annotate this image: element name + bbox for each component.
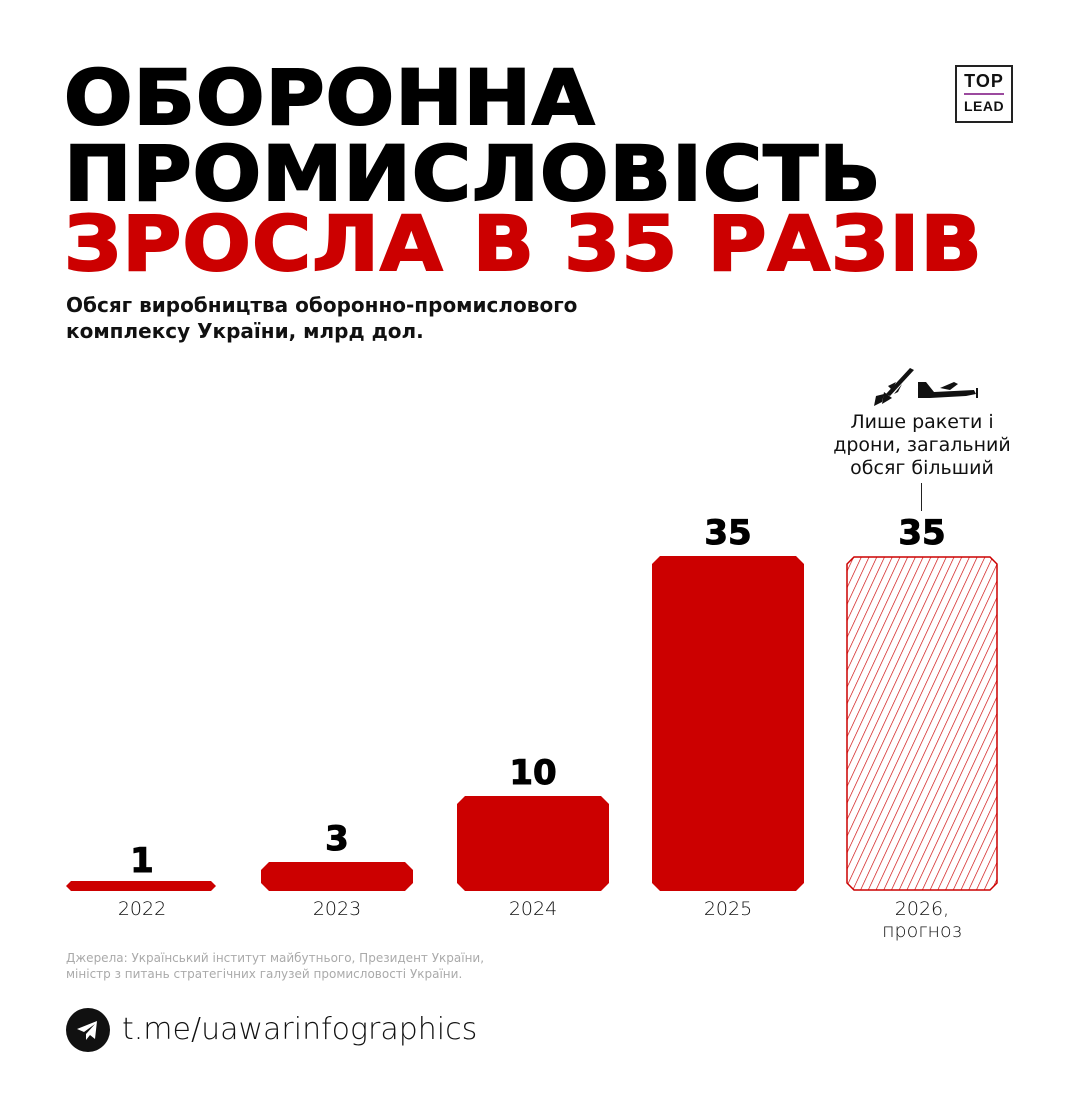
bar-2024 (457, 796, 609, 891)
year-label-2025: 2025 (703, 898, 753, 920)
drone-icon (918, 382, 978, 398)
missile-drone-icons (874, 368, 978, 406)
chart-subtitle: Обсяг виробництва оборонно-промислового … (66, 292, 577, 344)
source-line-1: Джерела: Український інститут майбутньог… (66, 951, 485, 965)
source-note: Джерела: Український інститут майбутньог… (66, 950, 484, 982)
year-label-2026-line-2: прогноз (882, 920, 962, 942)
telegram-link[interactable]: t.me/uawarinfographics (122, 1012, 478, 1047)
value-label-2024: 10 (509, 753, 557, 793)
logo-divider (964, 93, 1004, 95)
annotation-line-2: дрони, загальний (833, 434, 1011, 456)
bar-2022 (66, 881, 216, 891)
bar-2025 (652, 556, 804, 891)
forecast-annotation: Лише ракети і дрони, загальний обсяг біл… (812, 411, 1032, 480)
annotation-line-3: обсяг більший (850, 457, 994, 479)
year-label-2022: 2022 (117, 898, 167, 920)
logo-bottom-text: LEAD (963, 98, 1005, 114)
missile-icon (874, 368, 914, 406)
annotation-leader-line (921, 483, 922, 511)
value-label-2026: 35 (898, 513, 946, 553)
subtitle-line-1: Обсяг виробництва оборонно-промислового (66, 293, 578, 317)
subtitle-line-2: комплексу України, млрд дол. (66, 319, 424, 343)
year-label-2026: 2026, прогноз (842, 898, 1002, 942)
year-label-2024: 2024 (508, 898, 558, 920)
title-line-1: ОБОРОННА (63, 53, 596, 142)
title-line-3-highlight: ЗРОСЛА В 35 РАЗІВ (63, 199, 983, 288)
value-label-2023: 3 (325, 819, 350, 859)
toplead-logo: TOP LEAD (955, 65, 1013, 123)
source-line-2: міністр з питань стратегічних галузей пр… (66, 967, 463, 981)
bar-2026-forecast-hatched (846, 556, 998, 891)
year-label-2026-line-1: 2026, (894, 898, 950, 920)
value-label-2025: 35 (704, 513, 752, 553)
annotation-line-1: Лише ракети і (850, 411, 994, 433)
value-label-2022: 1 (130, 841, 155, 881)
telegram-icon[interactable] (66, 1008, 110, 1052)
year-label-2023: 2023 (312, 898, 362, 920)
logo-top-text: TOP (964, 71, 1004, 91)
title-line-2: ПРОМИСЛОВІСТЬ (63, 129, 882, 218)
bar-2023 (261, 862, 413, 891)
